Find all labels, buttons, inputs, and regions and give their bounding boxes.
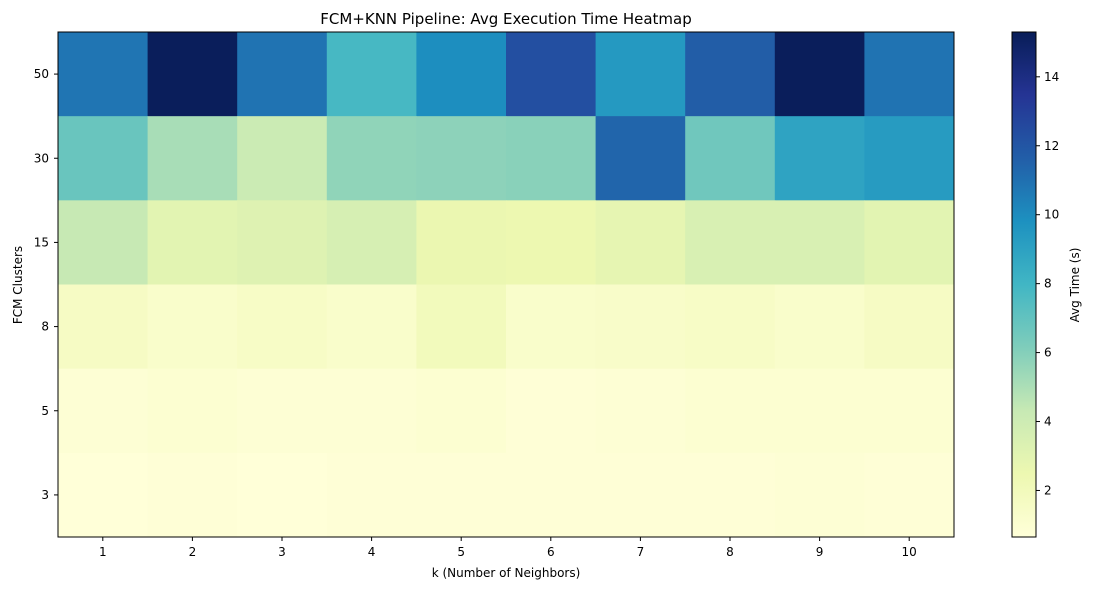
heatmap-cell <box>326 284 417 370</box>
x-axis-title: k (Number of Neighbors) <box>432 566 581 580</box>
heatmap-cell <box>506 368 597 454</box>
heatmap-cell <box>416 32 507 117</box>
heatmap-cell <box>774 368 865 454</box>
plot-frame <box>57 31 955 538</box>
heatmap-cell <box>237 116 328 201</box>
heatmap-cell <box>774 116 865 201</box>
heatmap-cell <box>416 368 507 454</box>
heatmap-cell <box>774 32 865 117</box>
heatmap-cell <box>595 116 686 201</box>
heatmap-cell <box>506 452 597 538</box>
heatmap-cell <box>237 368 328 454</box>
heatmap-cell <box>237 200 328 285</box>
heatmap-cell <box>506 284 597 370</box>
colorbar-tick-label: 4 <box>1044 415 1052 429</box>
heatmap-cell <box>416 452 507 538</box>
heatmap-cell <box>864 452 955 538</box>
x-tick-label: 7 <box>637 545 645 559</box>
heatmap-cell <box>774 284 865 370</box>
heatmap-cell <box>326 32 417 117</box>
x-tick-label: 2 <box>189 545 197 559</box>
x-tick-label: 8 <box>726 545 734 559</box>
colorbar-tick-label: 6 <box>1044 346 1052 360</box>
heatmap-cell <box>506 116 597 201</box>
heatmap-cell <box>506 200 597 285</box>
heatmap-cell <box>147 32 238 117</box>
colorbar-label: Avg Time (s) <box>1068 248 1082 323</box>
chart-title: FCM+KNN Pipeline: Avg Execution Time Hea… <box>320 10 692 28</box>
heatmap-cell <box>58 284 149 370</box>
y-axis-ticks: 50 30 15 8 5 3 <box>34 67 58 502</box>
y-tick-label: 50 <box>34 67 49 81</box>
heatmap-cell <box>595 200 686 285</box>
y-tick-label: 15 <box>34 235 49 249</box>
heatmap-cell <box>147 452 238 538</box>
heatmap-cell <box>685 32 776 117</box>
y-axis-title: FCM Clusters <box>11 246 25 324</box>
y-tick-label: 5 <box>41 404 49 418</box>
heatmap-cell <box>237 284 328 370</box>
x-tick-label: 10 <box>902 545 917 559</box>
heatmap-cell <box>595 452 686 538</box>
heatmap-cell <box>58 200 149 285</box>
heatmap-cell <box>685 284 776 370</box>
heatmap-cell <box>864 284 955 370</box>
y-tick-label: 3 <box>41 488 49 502</box>
colorbar-tick-label: 10 <box>1044 208 1059 222</box>
heatmap-cell <box>774 200 865 285</box>
colorbar-tick-label: 14 <box>1044 70 1059 84</box>
heatmap-cell <box>506 32 597 117</box>
x-tick-label: 5 <box>457 545 465 559</box>
heatmap-cell <box>595 32 686 117</box>
heatmap-cell <box>595 284 686 370</box>
heatmap-cell <box>58 32 149 117</box>
heatmap-cell <box>237 452 328 538</box>
x-axis-ticks: 1 2 3 4 5 6 7 8 9 10 <box>99 537 917 559</box>
heatmap-cell <box>326 116 417 201</box>
colorbar-ticks: 2 4 6 8 10 12 14 <box>1036 70 1059 497</box>
heatmap-cell <box>685 452 776 538</box>
heatmap-cell <box>864 200 955 285</box>
y-tick-label: 30 <box>34 151 49 165</box>
x-tick-label: 6 <box>547 545 555 559</box>
x-tick-label: 1 <box>99 545 107 559</box>
heatmap-cell <box>326 368 417 454</box>
x-tick-label: 9 <box>816 545 824 559</box>
y-tick-label: 8 <box>41 320 49 334</box>
heatmap-cell <box>416 284 507 370</box>
heatmap-cell <box>864 32 955 117</box>
heatmap-cell <box>864 116 955 201</box>
heatmap-cell <box>595 368 686 454</box>
heatmap-cell <box>237 32 328 117</box>
heatmap-cell <box>864 368 955 454</box>
heatmap-cell <box>685 116 776 201</box>
x-tick-label: 3 <box>278 545 286 559</box>
heatmap-cell <box>416 200 507 285</box>
colorbar <box>1011 31 1037 538</box>
heatmap-cell <box>685 200 776 285</box>
colorbar-tick-label: 12 <box>1044 139 1059 153</box>
colorbar-tick-label: 2 <box>1044 483 1052 497</box>
heatmap-cell <box>58 116 149 201</box>
heatmap-cell <box>58 452 149 538</box>
heatmap-cell <box>326 452 417 538</box>
heatmap-cells <box>58 32 955 538</box>
colorbar-tick-label: 8 <box>1044 277 1052 291</box>
heatmap-cell <box>326 200 417 285</box>
heatmap-cell <box>147 368 238 454</box>
x-tick-label: 4 <box>368 545 376 559</box>
heatmap-cell <box>774 452 865 538</box>
heatmap-cell <box>147 200 238 285</box>
heatmap-cell <box>147 116 238 201</box>
heatmap-cell <box>147 284 238 370</box>
heatmap-cell <box>416 116 507 201</box>
heatmap-cell <box>58 368 149 454</box>
heatmap-cell <box>685 368 776 454</box>
